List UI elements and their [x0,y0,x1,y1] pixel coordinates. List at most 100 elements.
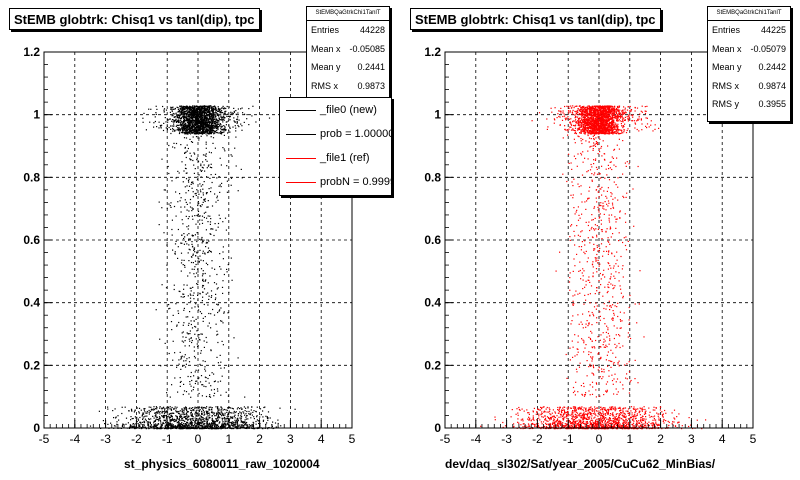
data-point [185,391,188,393]
data-point [176,406,178,408]
data-point [213,282,216,284]
data-point [181,426,183,428]
data-point [206,105,208,107]
data-point [214,130,216,132]
data-point [187,122,189,124]
data-point [196,159,198,161]
data-point [190,141,193,143]
data-point [210,233,212,235]
data-point [191,187,193,189]
data-point [218,422,220,424]
data-point [207,304,209,306]
data-point [202,107,204,109]
data-point [223,131,225,133]
data-point [187,411,189,413]
data-point [185,360,187,362]
data-point [196,123,199,125]
data-point [208,250,210,252]
data-point [191,181,193,184]
data-point [253,416,255,418]
data-point [204,118,206,120]
data-point [167,428,169,430]
data-point [191,268,193,270]
data-point [138,407,141,409]
data-point [185,408,187,411]
data-point [190,422,192,425]
data-point [189,421,191,423]
data-point [189,117,191,119]
data-point [224,113,226,115]
data-point [205,123,207,125]
data-point [169,423,171,425]
data-point [210,124,212,127]
data-point [163,417,165,419]
data-point [606,112,608,114]
data-point [184,125,186,128]
data-point [208,382,210,384]
data-point [194,109,196,111]
data-point [171,115,173,117]
data-point [220,408,222,411]
data-point [182,108,184,110]
data-point [195,255,197,257]
data-point [239,408,241,410]
data-point [217,406,219,409]
data-point [163,423,165,425]
data-point [155,419,157,421]
data-point [138,424,140,426]
data-point [163,413,166,415]
data-point [144,415,146,417]
data-point [212,115,214,117]
data-point [215,125,217,127]
data-point [211,295,213,297]
data-point [188,126,190,128]
data-point [192,114,194,116]
data-point [180,197,182,199]
data-point [196,114,198,116]
data-point [200,132,203,134]
data-point [585,127,587,129]
data-point [217,415,219,418]
data-point [208,298,210,300]
data-point [166,129,168,131]
data-point [179,351,181,353]
data-point [190,396,192,398]
data-point [137,418,139,420]
data-point [247,407,249,409]
data-point [188,114,190,117]
data-point [201,110,203,112]
data-point [203,199,205,201]
data-point [262,419,265,421]
data-point [203,198,205,201]
data-point [210,163,212,165]
data-point [220,268,222,270]
data-point [195,194,197,196]
data-point [207,107,209,109]
data-point [168,172,170,175]
data-point [207,129,210,131]
data-point [184,152,186,154]
data-point [601,121,603,124]
data-point [211,260,213,262]
data-point [175,419,177,421]
data-point [208,151,210,153]
data-point [246,114,248,116]
data-point [174,352,176,354]
data-point [210,349,212,351]
data-point [191,124,193,126]
data-point [134,424,136,426]
data-point [225,425,227,427]
data-point [197,112,199,114]
data-point [188,124,190,126]
data-point [219,412,221,414]
data-point [227,407,229,409]
data-point [188,416,190,418]
data-point [200,131,202,133]
data-point [574,130,576,132]
data-point [227,413,229,415]
data-point [222,292,224,294]
data-point [614,132,616,134]
data-point [209,414,211,416]
data-point [232,416,234,418]
data-point [174,420,176,422]
